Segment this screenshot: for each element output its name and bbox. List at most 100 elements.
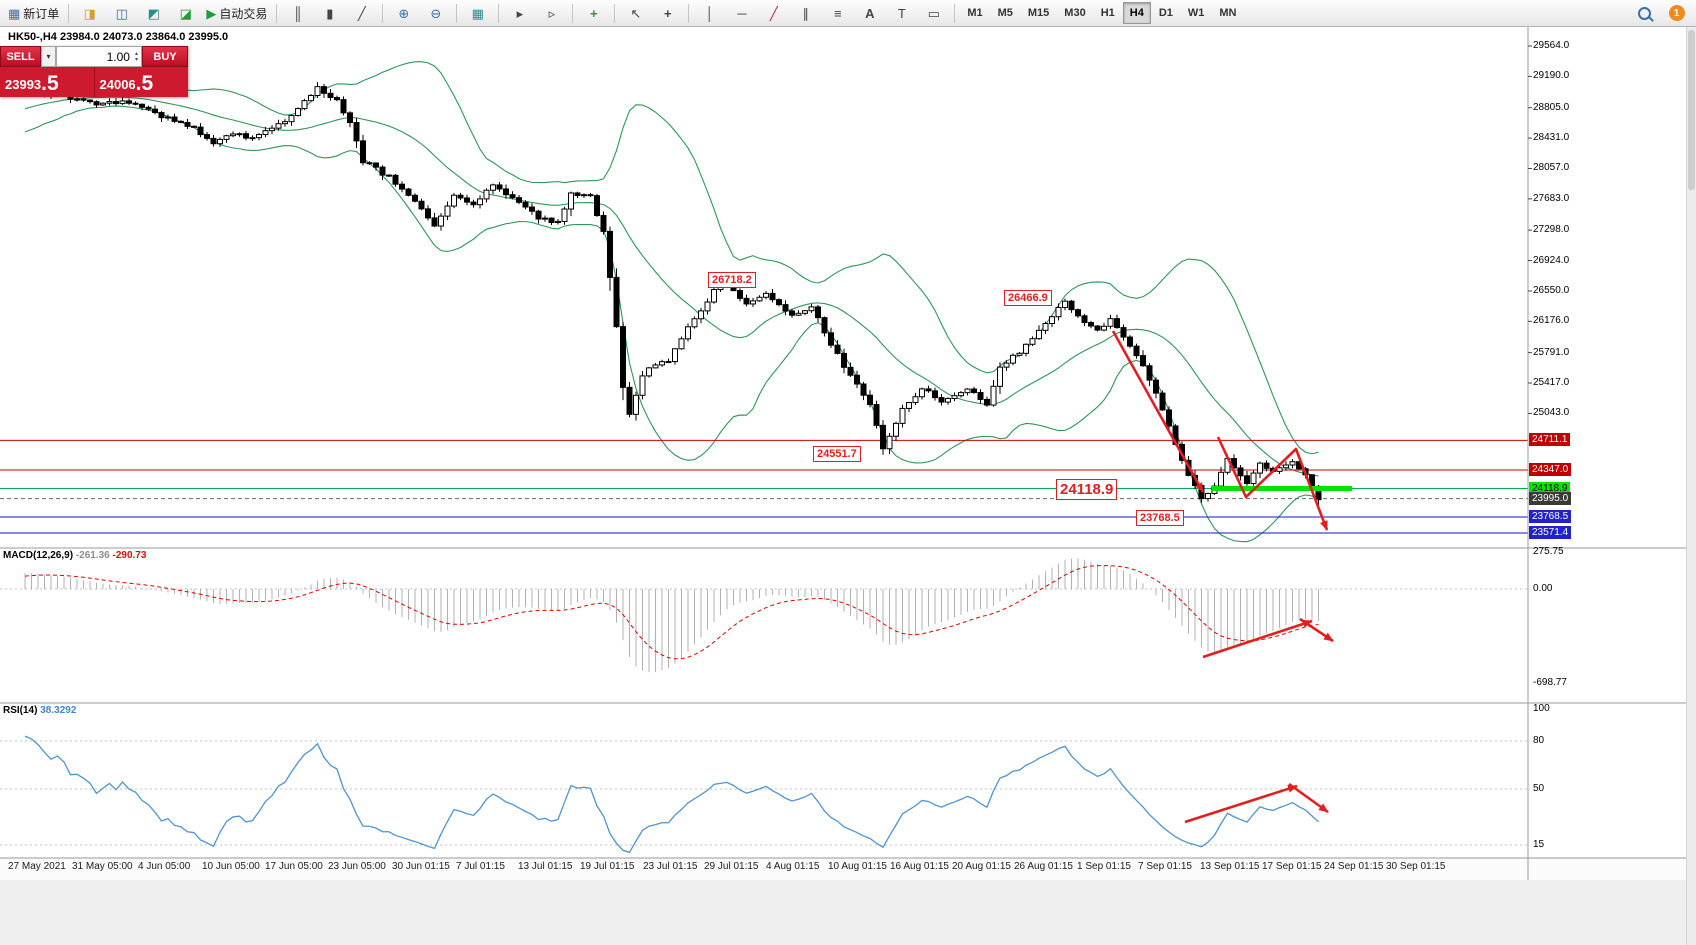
macd-name: MACD(12,26,9): [3, 550, 74, 561]
new-order-button[interactable]: ▦ 新订单: [4, 1, 63, 25]
notification-badge: 1: [1668, 5, 1685, 21]
toolbar-separator: [954, 3, 956, 23]
macd-indicator-label: MACD(12,26,9) -261.36 -290.73: [3, 550, 146, 561]
chart-canvas[interactable]: [0, 27, 1696, 945]
zoom-in-icon: ⊕: [398, 5, 410, 21]
cursor-icon: ↖: [630, 5, 642, 21]
search-icon: [1638, 6, 1651, 20]
vertical-scrollbar[interactable]: ▲: [1686, 0, 1696, 945]
indicators-button[interactable]: +: [578, 1, 609, 25]
macd-signal-value: -290.73: [112, 550, 147, 561]
new-order-label: 新订单: [23, 6, 60, 21]
candlestick-icon: ▮: [326, 5, 334, 21]
autotrading-play-icon: ▶: [206, 5, 217, 21]
fibonacci-icon: ≡: [834, 5, 842, 21]
candlestick-mode-button[interactable]: ▮: [314, 1, 345, 25]
fibonacci-tool-button[interactable]: ≡: [822, 1, 853, 25]
timeframe-m30[interactable]: M30: [1064, 7, 1086, 19]
bar-chart-mode-button[interactable]: ║: [282, 1, 313, 25]
buy-price-main: 24006: [99, 77, 136, 92]
toolbar-separator: [688, 3, 690, 23]
crosshair-button[interactable]: +: [652, 1, 683, 25]
timeframe-m1[interactable]: M1: [967, 7, 983, 19]
navigator-icon: ◩: [147, 5, 160, 21]
timeframe-m5[interactable]: M5: [997, 7, 1013, 19]
buy-price-pips: .5: [135, 72, 154, 95]
notifications-button[interactable]: 1: [1661, 1, 1692, 25]
rsi-value: 38.3292: [40, 705, 77, 716]
toolbar-separator: [382, 3, 384, 23]
text-tool-button[interactable]: A: [854, 1, 885, 25]
shapes-tool-button[interactable]: ▭: [918, 1, 949, 25]
sell-button[interactable]: SELL: [0, 46, 41, 67]
timeframe-h1[interactable]: H1: [1100, 7, 1115, 19]
vertical-line-icon: │: [705, 5, 714, 21]
terminal-button[interactable]: ◪: [170, 1, 201, 25]
chevron-down-icon: ▾: [46, 52, 51, 61]
timeframe-d1[interactable]: D1: [1158, 7, 1173, 19]
trendline-tool-button[interactable]: ╱: [758, 1, 789, 25]
chart-shift-icon: ▹: [548, 5, 556, 21]
tile-windows-button[interactable]: ▦: [462, 1, 493, 25]
text-label-icon: T: [897, 5, 906, 21]
scrollbar-thumb[interactable]: [1688, 30, 1695, 190]
trade-options-dropdown[interactable]: ▾: [41, 46, 56, 67]
chart-shift-button[interactable]: ▹: [536, 1, 567, 25]
toolbar-separator: [614, 3, 616, 23]
toolbar-separator: [498, 3, 500, 23]
sell-price-pips: .5: [41, 72, 59, 95]
shapes-icon: ▭: [927, 5, 940, 21]
timeframe-h4[interactable]: H4: [1122, 2, 1151, 24]
indicators-plus-icon: +: [590, 5, 598, 21]
zoom-out-icon: ⊖: [430, 5, 442, 21]
main-toolbar: ▦ 新订单 ◨ ◫ ◩ ◪ ▶ 自动交易 ║ ▮ ╱ ⊕ ⊖ ▦ ▸ ▹ + ↖…: [0, 0, 1696, 27]
tile-windows-icon: ▦: [471, 5, 484, 21]
zoom-out-button[interactable]: ⊖: [420, 1, 451, 25]
line-chart-mode-button[interactable]: ╱: [346, 1, 377, 25]
new-order-icon: ▦: [8, 5, 21, 21]
volume-down-icon[interactable]: ▾: [134, 56, 138, 63]
volume-field: ▴ ▾: [56, 46, 142, 67]
horizontal-line-tool-button[interactable]: ─: [726, 1, 757, 25]
macd-main-value: -261.36: [75, 550, 110, 561]
channel-icon: ∥: [802, 5, 810, 21]
market-watch-button[interactable]: ◨: [74, 1, 105, 25]
navigator-button[interactable]: ◩: [138, 1, 169, 25]
sell-price-main: 23993: [5, 77, 42, 92]
bar-chart-icon: ║: [293, 5, 303, 21]
vertical-line-tool-button[interactable]: │: [694, 1, 725, 25]
text-label-tool-button[interactable]: T: [886, 1, 917, 25]
rsi-indicator-label: RSI(14) 38.3292: [3, 705, 76, 716]
autotrading-button[interactable]: ▶ 自动交易: [202, 1, 271, 25]
one-click-trading-panel: SELL ▾ ▴ ▾ BUY 23993.5 24006.5: [0, 46, 188, 97]
timeframe-m15[interactable]: M15: [1027, 7, 1050, 19]
rsi-name: RSI(14): [3, 705, 38, 716]
data-window-icon: ◫: [115, 5, 128, 21]
horizontal-line-icon: ─: [737, 5, 747, 21]
sell-price-display[interactable]: 23993.5: [0, 67, 95, 97]
search-button[interactable]: [1629, 1, 1660, 25]
zoom-in-button[interactable]: ⊕: [388, 1, 419, 25]
autotrading-label: 自动交易: [219, 6, 268, 21]
volume-input[interactable]: [69, 48, 132, 65]
line-chart-icon: ╱: [357, 5, 366, 21]
terminal-icon: ◪: [179, 5, 192, 21]
cursor-button[interactable]: ↖: [620, 1, 651, 25]
trendline-icon: ╱: [769, 5, 778, 21]
timeframe-w1[interactable]: W1: [1187, 7, 1205, 19]
buy-button[interactable]: BUY: [142, 46, 188, 67]
market-watch-icon: ◨: [83, 5, 96, 21]
auto-scroll-icon: ▸: [516, 5, 524, 21]
toolbar-separator: [456, 3, 458, 23]
data-window-button[interactable]: ◫: [106, 1, 137, 25]
volume-up-icon[interactable]: ▴: [134, 50, 138, 57]
chart-ohlc-info: HK50-,H4 23984.0 24073.0 23864.0 23995.0: [8, 31, 229, 43]
toolbar-separator: [276, 3, 278, 23]
timeframe-mn[interactable]: MN: [1219, 7, 1237, 19]
channel-tool-button[interactable]: ∥: [790, 1, 821, 25]
toolbar-separator: [68, 3, 70, 23]
auto-scroll-button[interactable]: ▸: [504, 1, 535, 25]
crosshair-icon: +: [664, 5, 672, 21]
buy-price-display[interactable]: 24006.5: [95, 67, 189, 97]
text-icon: A: [865, 5, 875, 21]
